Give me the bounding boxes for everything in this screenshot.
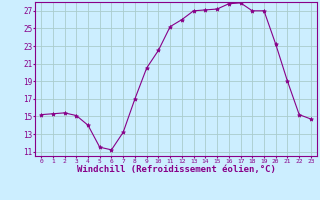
X-axis label: Windchill (Refroidissement éolien,°C): Windchill (Refroidissement éolien,°C) — [76, 165, 276, 174]
